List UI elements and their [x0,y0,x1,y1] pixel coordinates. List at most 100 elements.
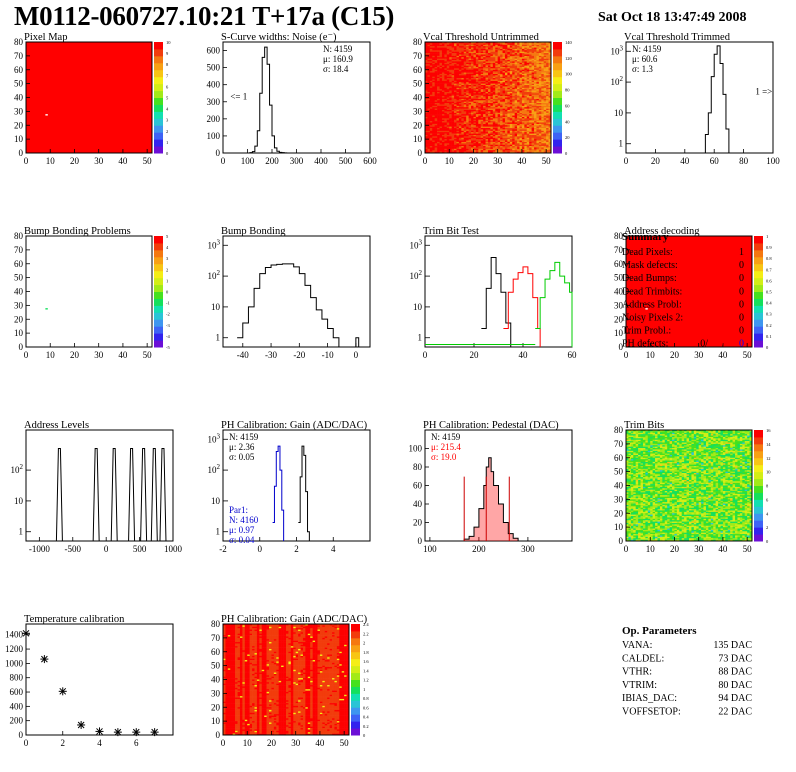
map-cell [521,150,525,152]
map-cell [456,68,460,71]
map-cell [630,479,634,482]
map-cell [519,123,523,126]
map-cell [507,47,511,50]
map-cell [468,129,472,132]
map-cell [478,80,482,83]
map-cell [485,76,489,79]
map-cell [509,148,513,151]
map-cell [458,55,462,58]
map-cell [504,47,508,50]
map-cell [446,78,450,80]
map-cell [478,79,482,82]
map-cell [473,48,477,51]
map-cell [451,62,455,65]
y-tick-exponent: 3 [217,432,221,440]
map-cell [468,87,472,90]
map-cell [514,83,518,86]
map-cell [635,473,639,475]
map-cell [454,48,457,51]
map-cell [454,104,457,107]
map-cell [492,104,496,107]
map-cell [461,66,465,69]
map-cell [541,75,545,77]
map-cell [441,114,445,116]
map-cell [427,111,431,114]
map-cell [526,75,530,77]
map-cell [541,107,545,109]
map-cell [446,89,450,91]
map-cell [502,118,506,120]
map-cell [529,129,532,132]
color-scale-cell [754,340,763,348]
map-cell [461,139,465,141]
map-cell [432,82,435,84]
map-cell [495,143,498,145]
map-cell [548,80,552,83]
map-cell [488,46,491,48]
map-cell [456,90,460,93]
map-cell [529,132,532,134]
map-cell [490,93,494,96]
map-cell [507,100,511,102]
map-cell [437,72,440,75]
map-cell [441,55,445,58]
map-cell [536,123,540,126]
map-cell [538,128,542,130]
map-cell [507,147,511,150]
map-cell [504,122,508,125]
map-cell [514,128,518,130]
map-cell [485,65,489,68]
map-cell [536,61,540,64]
map-cell [517,137,520,140]
y-tick-label: 30 [413,106,423,116]
map-cell [446,48,450,51]
color-scale-label: 10 [166,40,171,45]
map-cell [500,139,503,141]
map-cell [432,91,435,94]
map-cell [444,83,448,86]
map-cell [446,64,450,66]
map-cell [529,66,532,69]
y-tick-label: 10 [413,302,423,312]
map-cell [633,534,636,536]
map-cell [541,65,545,68]
map-cell [628,489,632,492]
map-cell [463,80,467,83]
map-cell [480,43,484,46]
map-cell [451,82,455,84]
map-cell [439,94,443,97]
map-cell [444,143,448,145]
map-cell [495,144,498,147]
map-cell [534,144,537,147]
map-cell [628,463,632,465]
map-cell [473,148,477,151]
map-cell [466,139,469,141]
map-cell [502,69,506,72]
map-cell [458,93,462,96]
map-cell [633,507,636,510]
map-cell [466,130,469,133]
map-cell [538,42,542,44]
map-cell [456,72,460,75]
map-cell [488,118,491,120]
map-cell [633,479,636,482]
map-cell [468,108,472,111]
map-cell [504,109,508,112]
map-cell [444,123,448,126]
map-cell [504,82,508,84]
map-cell [628,438,632,441]
map-fill [26,42,152,153]
map-cell [483,90,486,93]
map-cell [502,51,506,54]
map-cell [626,461,629,464]
map-cell [439,62,443,65]
map-cell [490,73,494,76]
map-cell [495,114,498,116]
map-cell [451,53,455,55]
map-cell [504,65,508,68]
map-cell [432,86,435,89]
map-cell [427,79,431,82]
map-cell [473,85,477,87]
map-cell [635,489,639,492]
map-cell [432,118,435,120]
